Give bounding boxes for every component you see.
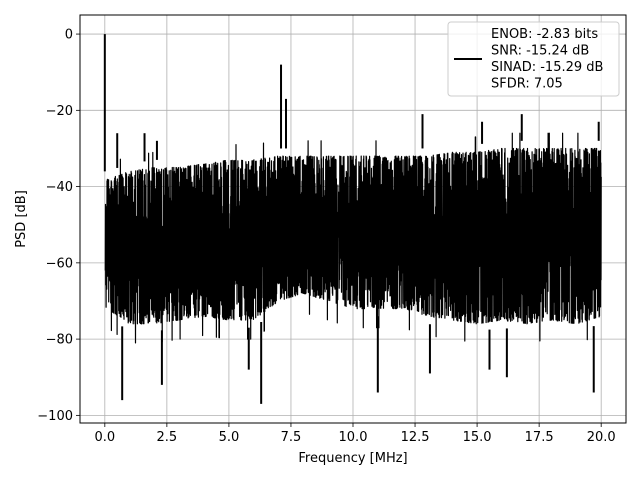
y-tick-label: −60 (46, 256, 73, 271)
legend-box (447, 21, 620, 97)
legend: ENOB: -2.83 bits SNR: -15.24 dB SINAD: -… (447, 21, 620, 97)
legend-entry-sfdr: SFDR: 7.05 (491, 77, 563, 92)
y-ticks: 0 −20 −40 −60 −80 −100 (37, 28, 80, 424)
y-tick-label: −100 (37, 409, 73, 424)
psd-trace (104, 132, 602, 344)
x-ticks: 0.0 2.5 5.0 7.5 10.0 12.5 15.0 17.5 20.0 (94, 423, 616, 445)
x-tick-label: 7.5 (281, 430, 302, 445)
legend-entry-snr: SNR: -15.24 dB (491, 44, 589, 59)
x-tick-label: 5.0 (219, 430, 240, 445)
legend-entry-sinad: SINAD: -15.29 dB (491, 60, 603, 75)
x-axis-label: Frequency [MHz] (298, 451, 407, 466)
y-tick-label: −40 (46, 180, 73, 195)
psd-series (103, 34, 602, 404)
x-tick-label: 0.0 (94, 430, 115, 445)
y-tick-label: −20 (46, 104, 73, 119)
x-tick-label: 15.0 (463, 430, 492, 445)
x-tick-label: 12.5 (401, 430, 430, 445)
x-tick-label: 17.5 (525, 430, 554, 445)
y-tick-label: −80 (46, 333, 73, 348)
x-tick-label: 10.0 (339, 430, 368, 445)
y-tick-label: 0 (65, 28, 73, 43)
x-tick-label: 20.0 (587, 430, 616, 445)
legend-entry-enob: ENOB: -2.83 bits (491, 27, 598, 42)
y-axis-label: PSD [dB] (14, 190, 29, 248)
x-tick-label: 2.5 (157, 430, 178, 445)
